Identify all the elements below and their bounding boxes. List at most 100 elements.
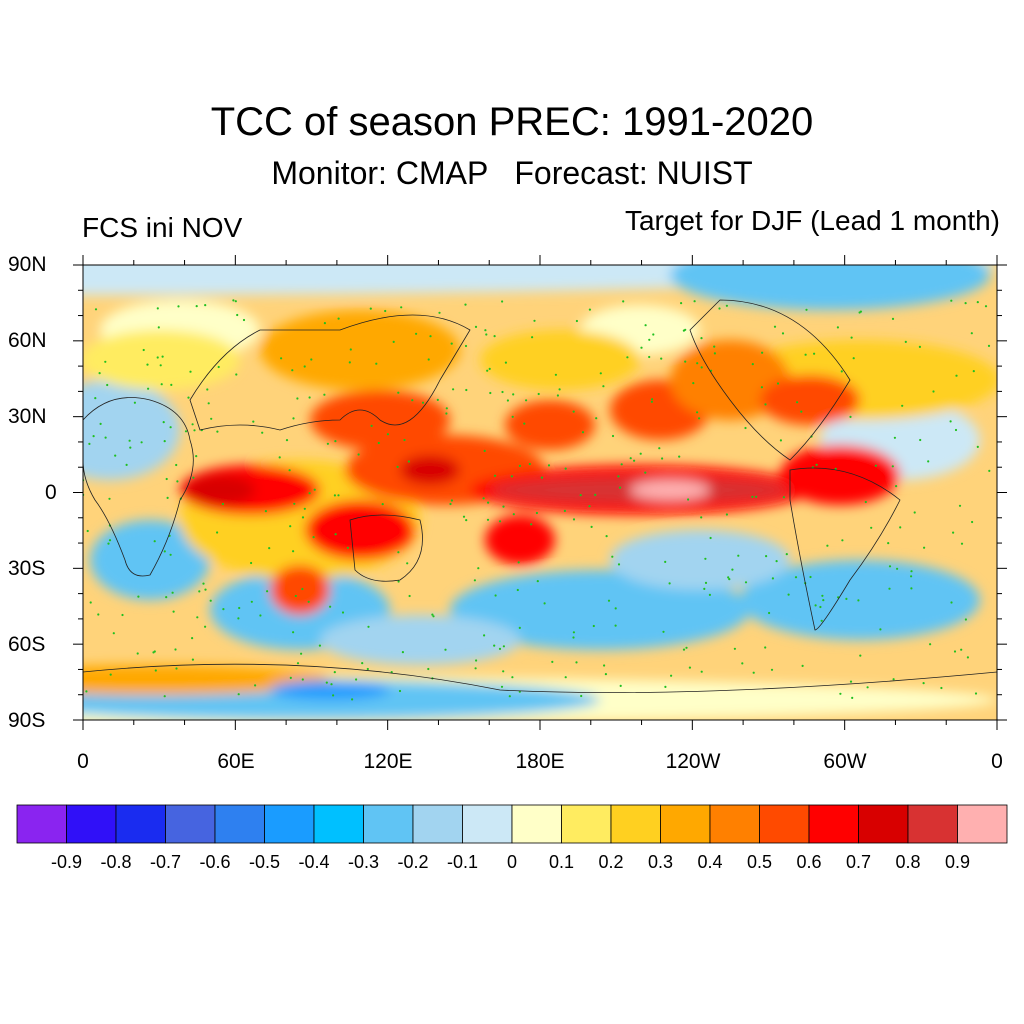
significance-dot [500,685,504,688]
significance-dot [97,613,100,616]
significance-dot [464,344,468,348]
significance-dot [988,469,991,472]
significance-dot [511,676,514,679]
significance-dot [486,518,490,521]
field-patch [270,680,390,700]
significance-dot [98,372,101,375]
colorbar-box [165,804,216,844]
colorbar-label: 0.6 [796,852,822,872]
significance-dot [375,362,378,365]
significance-dot [337,317,340,320]
significance-dot [195,455,198,458]
significance-dot [554,373,558,376]
significance-dot [704,581,708,585]
significance-dot [357,453,360,456]
colorbar-box [363,804,414,844]
significance-dot [407,460,410,463]
significance-dot [603,664,606,667]
significance-dot [768,611,771,615]
significance-dot [94,397,97,400]
significance-dot [189,370,192,373]
significance-dot [217,365,220,369]
significance-dot [486,369,489,372]
significance-dot [700,670,703,673]
significance-dot [696,411,699,414]
significance-dot [401,651,404,654]
significance-dot [266,590,269,593]
colorbar-label: -0.8 [100,852,132,872]
significance-dot [540,476,544,479]
significance-dot [751,363,754,366]
coastlines [83,299,997,694]
significance-dot [528,462,531,466]
x-tick-label: 0 [991,750,1003,773]
significance-dot [692,382,695,385]
significance-dot [108,539,112,542]
significance-dot [165,477,168,481]
significance-dot [512,393,515,396]
field-patch [260,310,460,390]
significance-dot [536,580,539,583]
significance-dot [398,689,402,693]
significance-dot [142,348,145,352]
significance-dot [852,357,855,360]
field-patch [185,475,255,505]
significance-dot [349,348,352,351]
significance-dot [303,365,306,368]
significance-dot [984,305,988,308]
significance-dot [752,671,755,674]
colorbar-label: -0.7 [149,852,182,872]
significance-dot [172,610,175,613]
significance-dot [888,565,892,568]
significance-dot [617,475,620,478]
significance-dot [204,588,207,591]
significance-dot [153,540,156,543]
significance-dot [518,626,521,630]
significance-dot [187,396,190,399]
significance-dot [242,318,246,322]
colorbar-label: -0.5 [248,852,281,872]
significance-dot [174,648,177,651]
significance-dot [252,420,255,423]
colorbar-box [709,804,760,844]
significance-dot [572,410,575,413]
significance-dot [958,504,962,507]
significance-dot [406,562,409,565]
colorbar-box [907,804,958,844]
significance-dot [427,358,430,361]
significance-dot [531,336,534,339]
significance-dot [858,311,861,314]
significance-dot [954,428,958,432]
significance-dot [250,561,253,565]
significance-dot [775,560,778,563]
significance-dot [221,502,224,506]
significance-dot [332,694,335,697]
significance-dot [662,630,665,633]
significance-dot [165,596,168,599]
field-patch [480,330,640,390]
significance-dot [572,636,575,639]
significance-dot [841,539,844,542]
significance-dot [849,680,853,683]
significance-dot [498,520,502,523]
significance-dot [644,324,647,327]
significance-dot [191,423,194,426]
significance-dot [92,435,95,438]
significance-dot [713,345,716,348]
significance-dot [160,383,163,386]
significance-dot [300,652,303,655]
significance-dot [133,401,136,404]
significance-dot [278,456,281,459]
significance-dot [664,685,667,689]
significance-dot [595,417,598,420]
colorbar-label: 0.1 [548,852,575,872]
significance-dot [820,619,823,622]
significance-dot [776,382,780,385]
y-tick-label: 0 [45,481,57,504]
x-tick-label: 60E [217,750,255,773]
significance-dot [575,661,578,664]
significance-dot [301,516,305,519]
significance-dot [976,301,979,304]
significance-dot [477,567,480,570]
significance-dot [530,523,533,526]
